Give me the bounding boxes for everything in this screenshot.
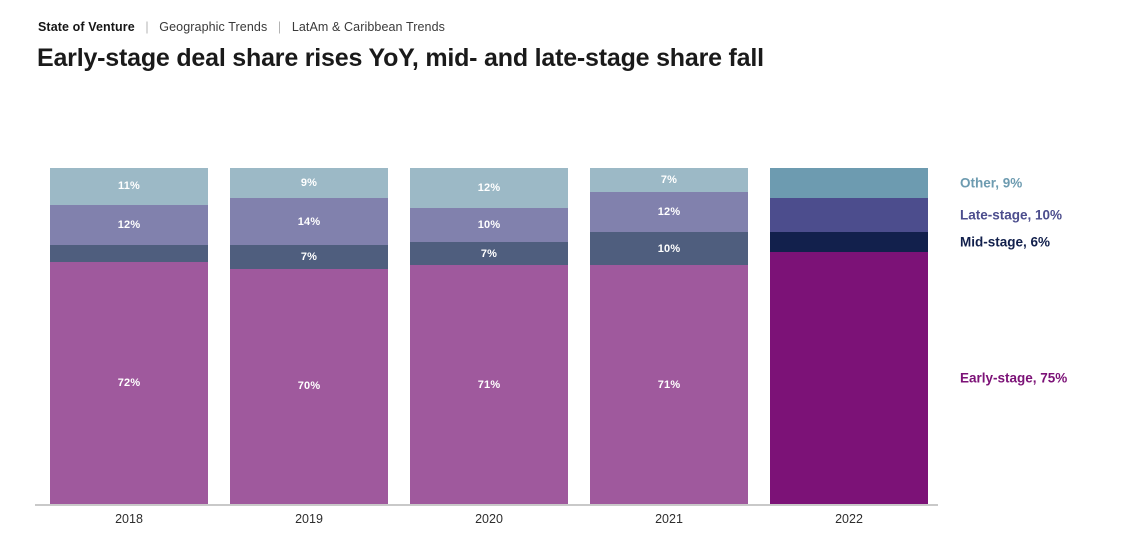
segment-value-label: 9% [300, 177, 318, 190]
segment-value-label: 7% [660, 173, 678, 186]
legend-label-mid-stage: Mid-stage, 6% [960, 234, 1051, 250]
x-axis-label-2018: 2018 [115, 512, 143, 526]
bar-2019: 9% 14% 7% 70% [230, 168, 388, 504]
bar-segment-early-stage-2019: 70% [230, 268, 388, 504]
bar-segment-other-2019: 9% [230, 168, 388, 199]
bar-segment-other-2018: 11% [50, 168, 208, 205]
breadcrumb: State of Venture | Geographic Trends | L… [38, 20, 445, 34]
bar-segment-other-2020: 12% [410, 168, 568, 209]
segment-value-label: 11% [117, 180, 140, 193]
bar-segment-late-stage-2019: 14% [230, 198, 388, 246]
bar-segment-early-stage-2022 [770, 251, 928, 504]
bar-segment-other-2022 [770, 168, 928, 199]
breadcrumb-item-state-of-venture: State of Venture [38, 20, 135, 34]
breadcrumb-separator: | [145, 20, 149, 34]
bar-segment-mid-stage-2021: 10% [590, 231, 748, 266]
x-axis-label-2020: 2020 [475, 512, 503, 526]
segment-value-label: 70% [297, 380, 321, 393]
segment-value-label: 12% [477, 182, 501, 195]
legend-label-other: Other, 9% [960, 175, 1023, 191]
bar-segment-mid-stage-2018 [50, 245, 208, 263]
breadcrumb-separator: | [277, 20, 282, 34]
x-axis-label-2019: 2019 [295, 512, 323, 526]
bar-segment-late-stage-2022 [770, 198, 928, 232]
bar-segment-mid-stage-2019: 7% [230, 245, 388, 269]
bar-2020: 12% 10% 7% 71% [410, 168, 568, 504]
segment-value-label: 7% [300, 251, 318, 264]
segment-value-label: 71% [657, 378, 681, 391]
segment-value-label: 14% [297, 215, 321, 228]
page-title: Early-stage deal share rises YoY, mid- a… [37, 44, 764, 72]
segment-value-label: 7% [480, 247, 498, 260]
bar-segment-early-stage-2021: 71% [590, 265, 748, 504]
segment-value-label: 12% [117, 219, 141, 232]
bar-segment-mid-stage-2022 [770, 231, 928, 252]
bar-segment-mid-stage-2020: 7% [410, 241, 568, 266]
bar-segment-early-stage-2020: 71% [410, 265, 568, 504]
legend-label-early-stage: Early-stage, 75% [960, 370, 1068, 386]
legend-label-late-stage: Late-stage, 10% [960, 207, 1063, 223]
bar-segment-early-stage-2018: 72% [50, 262, 208, 504]
bar-2021: 7% 12% 10% 71% [590, 168, 748, 504]
x-axis-line [35, 504, 938, 506]
segment-value-label: 10% [657, 242, 681, 255]
breadcrumb-item-latam-caribbean-trends: LatAm & Caribbean Trends [291, 20, 445, 34]
bar-segment-late-stage-2020: 10% [410, 208, 568, 242]
x-axis-label-2021: 2021 [655, 512, 683, 526]
bar-segment-late-stage-2021: 12% [590, 191, 748, 232]
segment-value-label: 72% [117, 377, 141, 390]
bar-2018: 11% 12% 72% [50, 168, 208, 504]
breadcrumb-item-geographic-trends: Geographic Trends [159, 20, 268, 34]
x-axis-label-2022: 2022 [835, 512, 863, 526]
bar-2022 [770, 168, 928, 504]
bar-segment-late-stage-2018: 12% [50, 204, 208, 246]
bar-segment-other-2021: 7% [590, 168, 748, 192]
segment-value-label: 71% [477, 378, 501, 391]
segment-value-label: 12% [657, 205, 681, 218]
segment-value-label: 10% [477, 219, 501, 232]
